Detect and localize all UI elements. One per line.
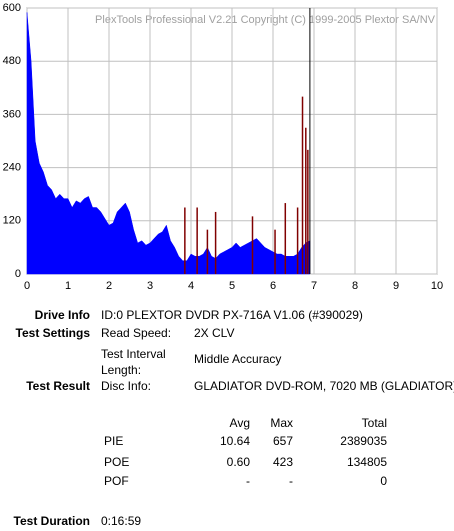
column-header: Total (361, 416, 387, 430)
x-tick-label: 9 (393, 280, 399, 292)
x-tick-label: 7 (311, 280, 317, 292)
cell: - (246, 474, 250, 488)
value: Middle Accuracy (194, 352, 282, 366)
x-tick-label: 2 (106, 280, 112, 292)
cell: - (289, 474, 293, 488)
column-header: Avg (229, 416, 250, 430)
key: Read Speed: (101, 326, 172, 340)
cell: 0.60 (226, 455, 250, 469)
cell: 134805 (346, 455, 387, 469)
label: Test Result (26, 379, 90, 393)
key: Test Interval Length: (101, 347, 166, 377)
cell: 0 (380, 474, 387, 488)
row-label: POE (104, 455, 130, 469)
y-tick-label: 360 (3, 108, 21, 120)
label: Drive Info (34, 308, 90, 322)
x-tick-label: 8 (352, 280, 358, 292)
column-header: Max (270, 416, 293, 430)
row-label: POF (104, 474, 129, 488)
y-tick-label: 120 (3, 215, 21, 227)
y-tick-label: 600 (3, 2, 21, 14)
x-tick-label: 0 (24, 280, 30, 292)
label: Test Settings (15, 326, 90, 340)
y-tick-label: 0 (15, 268, 21, 280)
value: 0:16:59 (101, 514, 142, 528)
cell: 2389035 (340, 434, 387, 448)
x-tick-label: 5 (229, 280, 235, 292)
x-tick-label: 6 (270, 280, 276, 292)
chart: PlexTools Professional V2.21 Copyright (… (3, 2, 443, 292)
x-tick-label: 10 (431, 280, 443, 292)
value: GLADIATOR DVD-ROM, 7020 MB (GLADIATOR) (194, 379, 454, 393)
cell: 10.64 (219, 434, 250, 448)
y-tick-label: 240 (3, 162, 21, 174)
key: Disc Info: (101, 379, 152, 393)
pie-area (26, 12, 311, 275)
row-label: PIE (104, 434, 124, 448)
x-tick-label: 4 (188, 280, 194, 292)
value: 2X CLV (194, 326, 235, 340)
cell: 657 (272, 434, 293, 448)
y-tick-label: 480 (3, 55, 21, 67)
value: ID:0 PLEXTOR DVDR PX-716A V1.06 (#390029… (101, 308, 363, 322)
cell: 423 (272, 455, 293, 469)
watermark: PlexTools Professional V2.21 Copyright (… (95, 14, 436, 26)
x-tick-label: 1 (65, 280, 71, 292)
label: Test Duration (13, 514, 90, 528)
x-tick-label: 3 (147, 280, 153, 292)
